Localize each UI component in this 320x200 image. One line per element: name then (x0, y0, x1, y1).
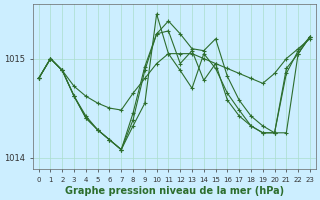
X-axis label: Graphe pression niveau de la mer (hPa): Graphe pression niveau de la mer (hPa) (65, 186, 284, 196)
